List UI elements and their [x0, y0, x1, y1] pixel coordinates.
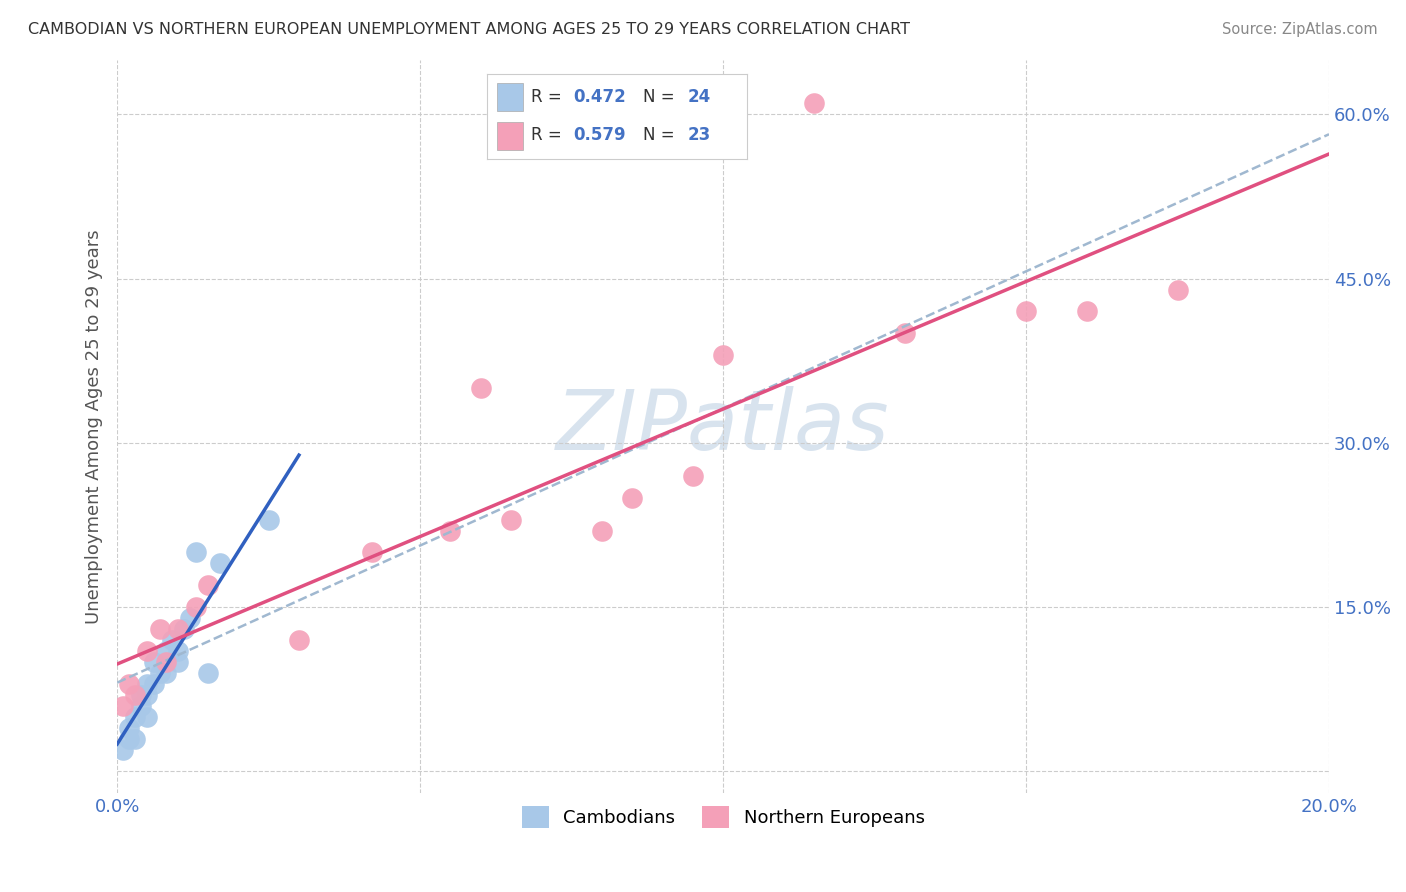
Point	[257, 512, 280, 526]
Point	[173, 622, 195, 636]
Point	[155, 655, 177, 669]
Point	[360, 545, 382, 559]
Point	[142, 677, 165, 691]
Point	[288, 633, 311, 648]
Point	[894, 326, 917, 341]
Point	[124, 709, 146, 723]
Point	[155, 644, 177, 658]
Point	[142, 655, 165, 669]
Point	[184, 545, 207, 559]
Text: Source: ZipAtlas.com: Source: ZipAtlas.com	[1222, 22, 1378, 37]
Point	[136, 688, 159, 702]
Point	[682, 468, 704, 483]
Point	[499, 512, 522, 526]
Point	[160, 633, 183, 648]
Point	[149, 665, 172, 680]
Point	[197, 578, 219, 592]
Point	[166, 622, 188, 636]
Point	[136, 709, 159, 723]
Point	[124, 731, 146, 746]
Point	[439, 524, 461, 538]
Text: CAMBODIAN VS NORTHERN EUROPEAN UNEMPLOYMENT AMONG AGES 25 TO 29 YEARS CORRELATIO: CAMBODIAN VS NORTHERN EUROPEAN UNEMPLOYM…	[28, 22, 910, 37]
Y-axis label: Unemployment Among Ages 25 to 29 years: Unemployment Among Ages 25 to 29 years	[86, 229, 103, 624]
Point	[112, 698, 135, 713]
Point	[136, 644, 159, 658]
Legend: Cambodians, Northern Europeans: Cambodians, Northern Europeans	[515, 799, 932, 836]
Point	[711, 348, 734, 362]
Point	[1167, 283, 1189, 297]
Text: ZIPatlas: ZIPatlas	[557, 386, 890, 467]
Point	[803, 96, 825, 111]
Point	[184, 600, 207, 615]
Point	[112, 742, 135, 756]
Point	[1076, 304, 1098, 318]
Point	[118, 677, 141, 691]
Point	[118, 721, 141, 735]
Point	[591, 524, 613, 538]
Point	[1015, 304, 1038, 318]
Point	[118, 731, 141, 746]
Point	[131, 688, 153, 702]
Point	[179, 611, 201, 625]
Point	[136, 677, 159, 691]
Point	[124, 688, 146, 702]
Point	[166, 644, 188, 658]
Point	[621, 491, 644, 505]
Point	[197, 665, 219, 680]
Point	[209, 557, 232, 571]
Point	[470, 381, 492, 395]
Point	[166, 655, 188, 669]
Point	[149, 622, 172, 636]
Point	[131, 698, 153, 713]
Point	[155, 665, 177, 680]
